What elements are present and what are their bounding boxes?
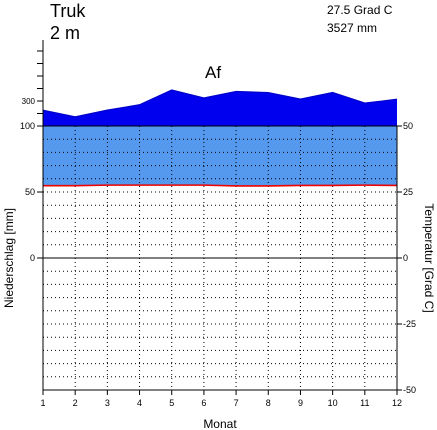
x-tick-label: 12 (392, 398, 402, 408)
perhumid-area (43, 90, 397, 126)
right-tick-label: 25 (403, 187, 413, 197)
right-tick-label: -50 (403, 385, 416, 395)
annual-precipitation: 3527 mm (327, 21, 377, 35)
x-tick-label: 3 (105, 398, 110, 408)
x-tick-label: 1 (40, 398, 45, 408)
mean-temperature: 27.5 Grad C (327, 3, 393, 17)
left-tick-label: 100 (20, 121, 35, 131)
right-tick-label: -25 (403, 319, 416, 329)
temperature-line (43, 184, 398, 187)
climate-class: Af (205, 63, 221, 82)
right-tick-label: 50 (403, 121, 413, 131)
left-axis-label: Niederschlag [mm] (2, 208, 16, 308)
left-tick-label: 50 (25, 187, 35, 197)
x-tick-label: 9 (298, 398, 303, 408)
left-tick-label: 300 (22, 97, 36, 106)
x-tick-label: 8 (266, 398, 271, 408)
x-tick-label: 10 (328, 398, 338, 408)
right-axis-label: Temperatur [Grad C] (422, 203, 436, 312)
x-tick-label: 4 (137, 398, 142, 408)
station-name: Truk (50, 1, 86, 21)
x-tick-label: 2 (73, 398, 78, 408)
x-tick-label: 6 (201, 398, 206, 408)
right-tick-label: 0 (403, 253, 408, 263)
x-tick-label: 11 (360, 398, 369, 408)
station-elevation: 2 m (50, 23, 80, 43)
x-tick-label: 5 (169, 398, 174, 408)
x-axis-label: Monat (203, 417, 237, 430)
x-tick-label: 7 (234, 398, 239, 408)
left-tick-label: 0 (30, 253, 35, 263)
humid-area (43, 126, 397, 186)
precipitation-line (42, 89, 398, 118)
